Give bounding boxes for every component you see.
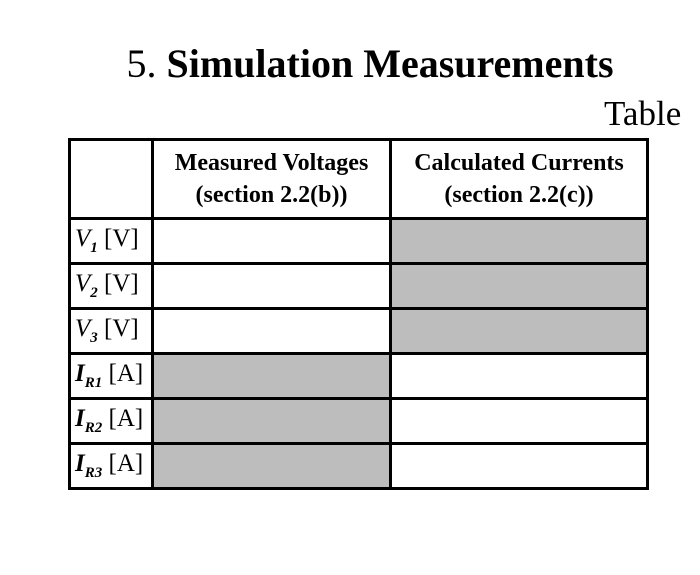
subscript: 3 [90,330,98,346]
header-cell: Measured Voltages (section 2.2(b)) [151,138,392,220]
cell [151,307,392,355]
symbol: V [75,315,91,342]
unit: [V] [104,270,139,297]
row-label: IR3 [A] [68,442,154,490]
symbol: I [75,450,85,477]
row: IR1 [A] [68,352,649,400]
corner-cell [68,138,154,220]
cell [151,262,392,310]
table-caption: Table [604,94,682,133]
subscript: 1 [90,240,98,256]
row: V2 [V] [68,262,649,310]
header-line: Calculated Currents [414,150,624,176]
unit: [A] [108,450,144,477]
row: IR3 [A] [68,442,649,490]
shaded-cell [151,352,392,400]
subscript: R1 [84,375,103,391]
shaded-cell [151,442,392,490]
row-label: IR1 [A] [68,352,154,400]
measurement-table: Measured Voltages (section 2.2(b)) Calcu… [68,138,649,490]
row-label: IR2 [A] [68,397,154,445]
unit: [A] [108,360,144,387]
subscript: R3 [84,465,103,481]
subscript: R2 [84,420,103,436]
row: V1 [V] [68,217,649,265]
unit: [A] [108,405,144,432]
cell [389,442,649,490]
section-number: 5. [126,41,157,86]
row-label: V1 [V] [68,217,154,265]
shaded-cell [151,397,392,445]
cell [389,397,649,445]
shaded-cell [389,307,649,355]
header-line: (section 2.2(b)) [195,182,348,208]
header-line: (section 2.2(c)) [444,182,594,208]
row: V3 [V] [68,307,649,355]
cell [151,217,392,265]
header-row: Measured Voltages (section 2.2(b)) Calcu… [68,138,649,220]
shaded-cell [389,217,649,265]
symbol: I [75,405,85,432]
unit: [V] [104,225,139,252]
symbol: V [75,270,91,297]
unit: [V] [104,315,139,342]
cell [389,352,649,400]
heading: 5. Simulation Measurements [0,40,700,87]
row: IR2 [A] [68,397,649,445]
symbol: V [75,225,91,252]
row-label: V3 [V] [68,307,154,355]
symbol: I [75,360,85,387]
subscript: 2 [90,285,98,301]
section-title: Simulation Measurements [166,41,614,86]
header-cell: Calculated Currents (section 2.2(c)) [389,138,649,220]
row-label: V2 [V] [68,262,154,310]
header-line: Measured Voltages [174,150,369,176]
shaded-cell [389,262,649,310]
